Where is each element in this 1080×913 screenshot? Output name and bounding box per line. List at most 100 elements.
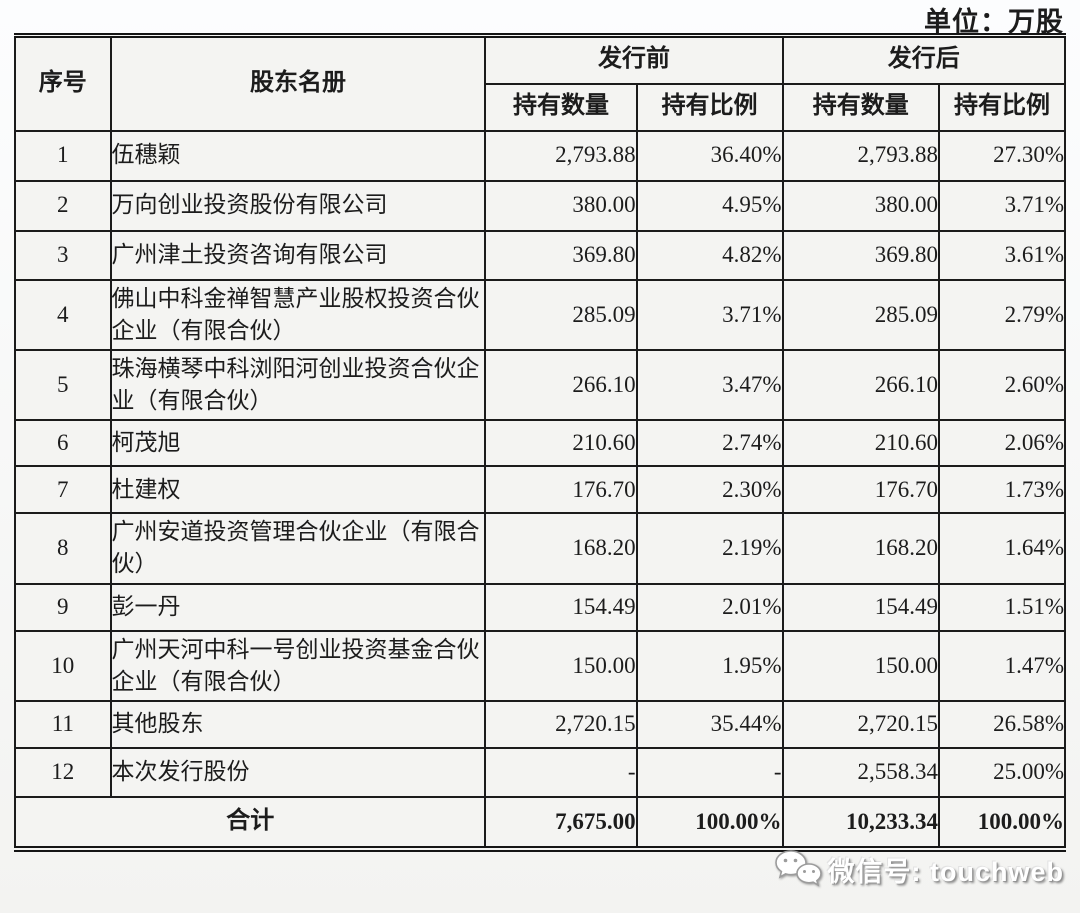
col-header-post-quantity: 持有数量 (781, 82, 940, 132)
shareholder-name: 其他股东 (109, 700, 487, 749)
pre-quantity: - (484, 747, 638, 798)
row-index: 10 (14, 629, 112, 703)
row-index: 12 (14, 747, 112, 798)
post-quantity: 210.60 (781, 419, 940, 468)
row-index: 8 (14, 512, 112, 585)
total-pre-ratio: 100.00% (635, 796, 784, 850)
pre-quantity: 380.00 (484, 179, 638, 232)
pre-ratio: 35.44% (635, 700, 784, 749)
table-row: 1 伍穗颖 2,793.88 36.40% 2,793.88 27.30% (14, 129, 1067, 182)
unit-label: 单位：万股 (924, 7, 1064, 37)
header-row-2: 持有数量 持有比例 持有数量 持有比例 (15, 82, 1067, 132)
pre-quantity: 150.00 (484, 629, 638, 703)
pre-ratio: 2.01% (635, 582, 784, 632)
pre-quantity: 285.09 (484, 278, 638, 351)
col-header-post-ratio: 持有比例 (937, 82, 1067, 132)
header-row-1: 序号 股东名册 发行前 发行后 (14, 34, 1067, 132)
wechat-icon (774, 850, 822, 887)
post-ratio: 1.51% (937, 582, 1067, 632)
table-row: 10 广州天河中科一号创业投资基金合伙企业（有限合伙） 150.00 1.95%… (14, 629, 1067, 703)
table-row: 2 万向创业投资股份有限公司 380.00 4.95% 380.00 3.71% (14, 179, 1067, 232)
pre-ratio: - (635, 747, 784, 798)
table-row: 8 广州安道投资管理合伙企业（有限合伙） 168.20 2.19% 168.20… (14, 512, 1067, 585)
wechat-watermark: 微信号: touchweb (774, 849, 1065, 889)
row-index: 1 (14, 129, 112, 182)
table-row: 3 广州津土投资咨询有限公司 369.80 4.82% 369.80 3.61% (14, 229, 1067, 281)
pre-ratio: 36.40% (635, 129, 784, 182)
post-ratio: 25.00% (937, 747, 1067, 798)
post-ratio: 2.06% (937, 419, 1067, 468)
post-ratio: 3.61% (937, 229, 1067, 281)
table-row: 9 彭一丹 154.49 2.01% 154.49 1.51% (14, 582, 1067, 632)
post-quantity: 285.09 (781, 278, 940, 351)
pre-quantity: 210.60 (484, 419, 638, 468)
pre-ratio: 2.19% (635, 512, 784, 585)
post-quantity: 2,558.34 (781, 747, 940, 798)
total-post-ratio: 100.00% (937, 796, 1067, 850)
pre-quantity: 176.70 (484, 465, 638, 515)
post-quantity: 150.00 (781, 629, 940, 703)
pre-ratio: 2.74% (635, 419, 784, 468)
shareholder-name: 本次发行股份 (109, 747, 487, 798)
pre-quantity: 154.49 (484, 582, 638, 632)
shareholder-name: 佛山中科金禅智慧产业股权投资合伙企业（有限合伙） (109, 278, 487, 351)
pre-ratio: 4.95% (635, 179, 784, 232)
table-row: 12 本次发行股份 - - 2,558.34 25.00% (14, 747, 1067, 798)
pre-quantity: 369.80 (484, 229, 638, 281)
table-row: 6 柯茂旭 210.60 2.74% 210.60 2.06% (14, 419, 1067, 468)
total-post-quantity: 10,233.34 (781, 796, 940, 850)
pre-ratio: 1.95% (635, 629, 784, 703)
col-header-pre-quantity: 持有数量 (484, 82, 638, 132)
shareholder-name: 杜建权 (109, 465, 487, 515)
pre-ratio: 2.30% (635, 465, 784, 515)
row-index: 5 (14, 348, 112, 422)
shareholder-name: 柯茂旭 (109, 419, 487, 468)
pre-ratio: 3.71% (635, 278, 784, 351)
shareholder-table: 序号 股东名册 发行前 发行后 持有数量 持有比例 持有数量 持有比例 1 伍穗… (13, 33, 1067, 852)
table-row: 5 珠海横琴中科浏阳河创业投资合伙企业（有限合伙） 266.10 3.47% 2… (14, 348, 1067, 422)
post-quantity: 266.10 (781, 348, 940, 422)
post-ratio: 1.73% (937, 465, 1067, 515)
post-quantity: 176.70 (781, 465, 940, 515)
col-header-shareholder: 股东名册 (109, 34, 487, 132)
shareholder-name: 广州津土投资咨询有限公司 (109, 229, 487, 281)
pre-quantity: 266.10 (484, 348, 638, 422)
col-header-pre-issue: 发行前 (484, 34, 784, 85)
col-header-index: 序号 (14, 34, 112, 132)
pre-quantity: 168.20 (484, 512, 638, 585)
post-quantity: 380.00 (781, 179, 940, 232)
shareholder-name: 万向创业投资股份有限公司 (109, 179, 487, 232)
col-header-pre-ratio: 持有比例 (635, 82, 784, 132)
pre-ratio: 4.82% (635, 229, 784, 281)
shareholder-name: 彭一丹 (109, 582, 487, 632)
col-header-post-issue: 发行后 (781, 34, 1067, 85)
table-row: 4 佛山中科金禅智慧产业股权投资合伙企业（有限合伙） 285.09 3.71% … (14, 278, 1067, 351)
shareholder-name: 广州天河中科一号创业投资基金合伙企业（有限合伙） (109, 629, 487, 703)
post-quantity: 369.80 (781, 229, 940, 281)
row-index: 3 (14, 229, 112, 281)
row-index: 6 (14, 419, 112, 468)
post-ratio: 26.58% (937, 700, 1067, 749)
post-quantity: 2,720.15 (781, 700, 940, 749)
wechat-label: 微信号: touchweb (827, 856, 1064, 887)
shareholder-name: 伍穗颖 (109, 129, 487, 182)
total-row: 合计 7,675.00 100.00% 10,233.34 100.00% (13, 796, 1067, 850)
post-ratio: 3.71% (937, 179, 1067, 232)
pre-ratio: 3.47% (635, 348, 784, 422)
post-ratio: 2.60% (937, 348, 1067, 422)
shareholder-name: 广州安道投资管理合伙企业（有限合伙） (109, 512, 487, 585)
row-index: 7 (14, 465, 112, 515)
shareholder-name: 珠海横琴中科浏阳河创业投资合伙企业（有限合伙） (109, 348, 487, 422)
total-pre-quantity: 7,675.00 (484, 796, 638, 850)
pre-quantity: 2,793.88 (484, 129, 638, 182)
post-quantity: 154.49 (781, 582, 940, 632)
row-index: 4 (14, 278, 112, 351)
post-quantity: 168.20 (781, 512, 940, 585)
row-index: 9 (14, 582, 112, 632)
post-ratio: 2.79% (937, 278, 1067, 351)
post-ratio: 27.30% (937, 129, 1067, 182)
post-ratio: 1.64% (937, 512, 1067, 585)
post-ratio: 1.47% (937, 629, 1067, 703)
total-label: 合计 (13, 796, 487, 850)
